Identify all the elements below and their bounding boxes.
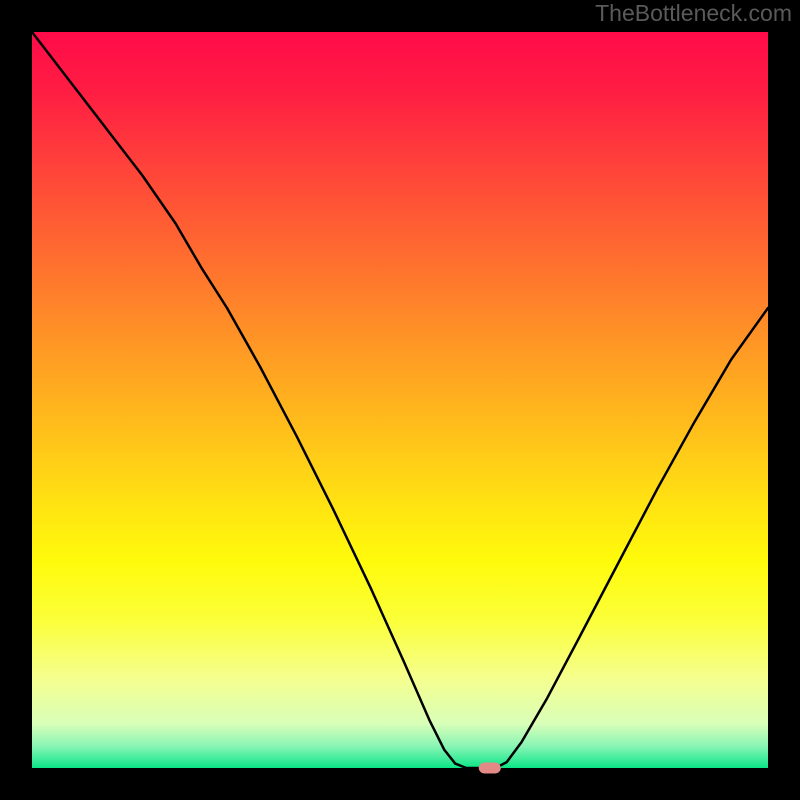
- optimal-marker: [479, 762, 501, 773]
- chart-container: TheBottleneck.com: [0, 0, 800, 800]
- chart-plot-background: [32, 32, 768, 768]
- watermark-label: TheBottleneck.com: [595, 0, 792, 27]
- bottleneck-chart: [0, 0, 800, 800]
